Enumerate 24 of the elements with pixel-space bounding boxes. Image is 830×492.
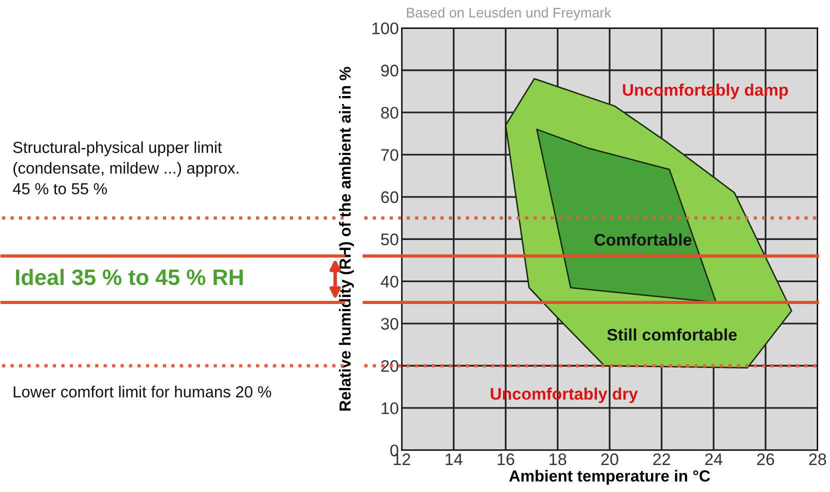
annotation: Comfortable xyxy=(594,233,692,246)
text: Based on Leusden und Freymark xyxy=(407,7,612,20)
y-tick-label: 30 xyxy=(381,318,398,330)
text: Structural-physical upper limit (condensate, mildew ...) approx. 45 % to 55 % xyxy=(12,141,238,194)
x-tick-label: 24 xyxy=(705,453,722,466)
y-tick-label: 90 xyxy=(381,64,398,76)
y-tick-label: 10 xyxy=(382,402,398,414)
text: Lower comfort limit for humans 20 % xyxy=(14,386,272,398)
x-tick-label: 18 xyxy=(550,453,566,466)
y-tick-label: 70 xyxy=(381,149,398,161)
x-tick-label: 26 xyxy=(757,453,774,466)
y-tick-label: 80 xyxy=(381,106,398,119)
x-tick-label: 22 xyxy=(653,453,670,466)
x-tick-label: 28 xyxy=(809,453,826,466)
x-tick-label: 16 xyxy=(498,453,514,466)
text: Ideal 35 % to 45 % RH xyxy=(16,268,243,286)
x-tick-label: 14 xyxy=(446,454,462,466)
y-tick-label: 100 xyxy=(372,22,398,34)
x-axis-title: Ambient temperature in °C xyxy=(509,470,710,485)
y-tick-label: 60 xyxy=(381,191,398,204)
y-tick-label: 50 xyxy=(381,234,398,246)
y-tick-label: 40 xyxy=(380,276,398,288)
x-tick-label: 20 xyxy=(601,453,618,466)
annotation: Still comfortable xyxy=(607,328,737,341)
